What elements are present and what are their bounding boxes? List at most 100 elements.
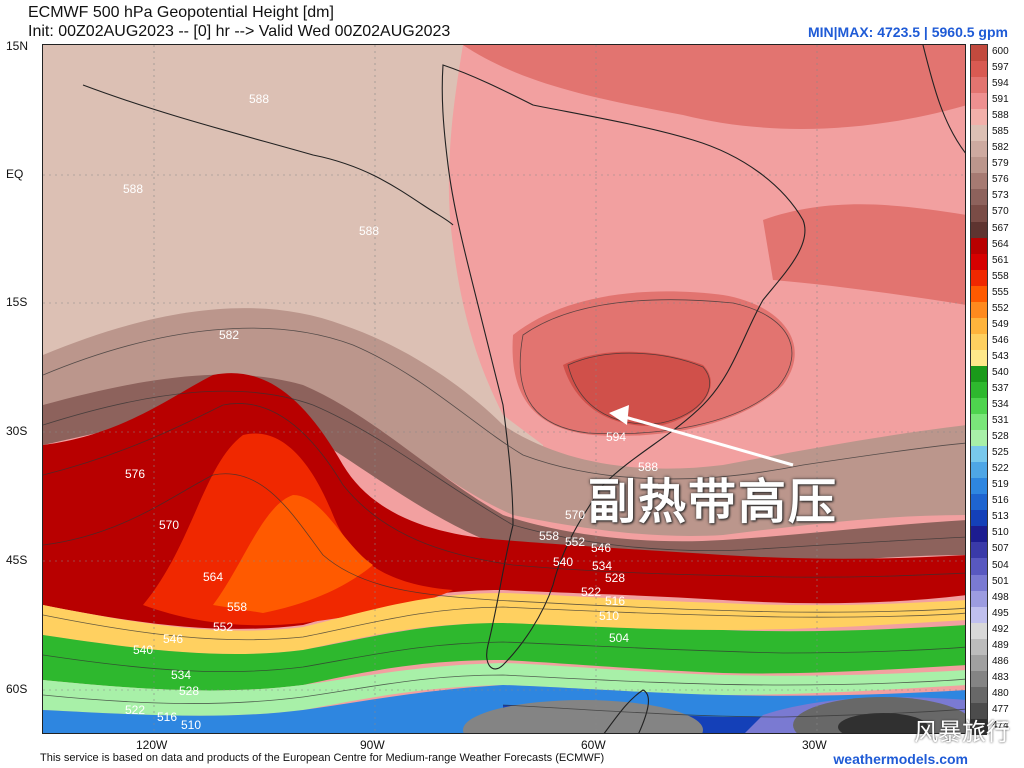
colorbar-segment <box>971 718 987 736</box>
colorbar-label: 540 <box>992 366 1009 378</box>
contour-label: 540 <box>133 643 153 657</box>
colorbar-segment <box>971 446 987 463</box>
colorbar-label: 543 <box>992 350 1009 362</box>
orange-core <box>213 495 373 613</box>
colorbar-segment <box>971 237 987 255</box>
subtropical-high-annotation: 副热带高压 <box>588 476 839 529</box>
colorbar-segment <box>971 590 987 608</box>
colorbar-segment <box>971 141 987 158</box>
polar-low-west <box>463 700 703 733</box>
north-high-band <box>463 45 965 129</box>
contour-label: 528 <box>179 684 199 698</box>
colorbar-label: 495 <box>992 607 1009 619</box>
colorbar-segment <box>971 686 987 704</box>
contour-label: 558 <box>227 600 247 614</box>
colorbar-segment <box>971 125 987 142</box>
contour-label: 582 <box>219 328 239 342</box>
colorbar-label: 510 <box>992 527 1009 539</box>
colorbar-label: 528 <box>992 431 1009 443</box>
contour-label: 516 <box>157 710 177 724</box>
colorbar-segment <box>971 173 987 190</box>
colorbar-segment <box>971 622 987 640</box>
contour-label: 564 <box>203 570 223 584</box>
colorbar-label: 513 <box>992 511 1009 523</box>
colorbar-label: 516 <box>992 495 1009 507</box>
polar-low-east-core <box>838 713 928 733</box>
contour-label: 588 <box>359 224 379 238</box>
colorbar-label: 558 <box>992 270 1009 282</box>
colorbar-segment <box>971 606 987 624</box>
colorbar-label: 546 <box>992 334 1009 346</box>
colorbar-segment <box>971 430 987 447</box>
contour-label: 510 <box>599 609 619 623</box>
map-svg: 588 588 588 582 576 570 564 558 552 546 … <box>43 45 965 733</box>
green-band <box>43 623 965 691</box>
colorbar-label: 525 <box>992 447 1009 459</box>
lon-label: 60W <box>581 738 606 752</box>
colorbar-label: 561 <box>992 254 1009 266</box>
colorbar-segment <box>971 93 987 110</box>
colorbar-label: 597 <box>992 62 1009 74</box>
light-green-band <box>43 663 965 716</box>
subtropical-high-core <box>563 351 711 426</box>
contour-label: 516 <box>605 594 625 608</box>
south-america-outline <box>441 64 806 670</box>
colorbar-segment <box>971 285 987 303</box>
contour-label: 570 <box>159 518 179 532</box>
colorbar-label: 573 <box>992 190 1009 202</box>
contour-label: 588 <box>638 460 658 474</box>
contour-label: 522 <box>581 585 601 599</box>
minmax-readout: MIN|MAX: 4723.5 | 5960.5 gpm <box>807 24 1008 40</box>
brown-band-outer <box>43 308 965 536</box>
contour-label: 588 <box>249 92 269 106</box>
lat-label: 60S <box>6 682 28 696</box>
contour-label: 588 <box>123 182 143 196</box>
colorbar-segment <box>971 157 987 174</box>
colorbar-segment <box>971 381 987 399</box>
lat-label: 30S <box>6 424 28 438</box>
colorbar-segment <box>971 638 987 656</box>
lat-label: 15S <box>6 295 28 309</box>
footer-credit: This service is based on data and produc… <box>40 752 605 764</box>
colorbar-segment <box>971 670 987 688</box>
colorbar-segment <box>971 542 987 559</box>
contour-label: 534 <box>171 668 191 682</box>
lat-label: EQ <box>6 167 24 181</box>
map-title: ECMWF 500 hPa Geopotential Height [dm] <box>28 4 334 21</box>
colorbar-label: 591 <box>992 94 1009 106</box>
contour-label: 558 <box>539 529 559 543</box>
colorbar-label: 579 <box>992 158 1009 170</box>
contour-label: 576 <box>125 467 145 481</box>
colorbar-segment <box>971 253 987 271</box>
colorbar-label: 537 <box>992 383 1009 394</box>
colorbar-segment <box>971 269 987 287</box>
colorbar-segment <box>971 349 987 367</box>
colorbar-label: 594 <box>992 78 1009 90</box>
colorbar-label: 483 <box>992 671 1009 683</box>
central-america-outline <box>82 84 454 226</box>
colorbar-segment <box>971 494 987 511</box>
map-header: ECMWF 500 hPa Geopotential Height [dm] I… <box>0 0 1024 44</box>
colorbar-segment <box>971 301 987 319</box>
colorbar-label: 582 <box>992 142 1009 154</box>
lat-label: 15N <box>6 39 29 53</box>
colorbar-label: 564 <box>992 238 1009 250</box>
contour-label: 504 <box>609 631 629 645</box>
colorbar-segment <box>971 478 987 495</box>
colorbar-segment <box>971 574 987 592</box>
contour-label: 540 <box>553 555 573 569</box>
contour-label: 528 <box>605 571 625 585</box>
geopotential-map: 588 588 588 582 576 570 564 558 552 546 … <box>42 44 966 734</box>
colorbar-segment <box>971 333 987 351</box>
init-valid-line: Init: 00Z02AUG2023 -- [0] hr --> Valid W… <box>28 23 451 40</box>
footer-url[interactable]: weathermodels.com <box>833 751 968 767</box>
annotation-arrow-line <box>617 413 794 467</box>
lon-label: 120W <box>136 738 168 752</box>
colorbar-segment <box>971 205 987 222</box>
brown-band-inner <box>43 374 965 570</box>
atlantic-high-band <box>763 204 965 305</box>
colorbar-segment <box>971 654 987 672</box>
colorbar-label: 477 <box>992 703 1009 715</box>
colorbar-segment <box>971 77 987 94</box>
contour-label-group: 588 588 588 582 576 570 564 558 552 546 … <box>123 92 658 732</box>
